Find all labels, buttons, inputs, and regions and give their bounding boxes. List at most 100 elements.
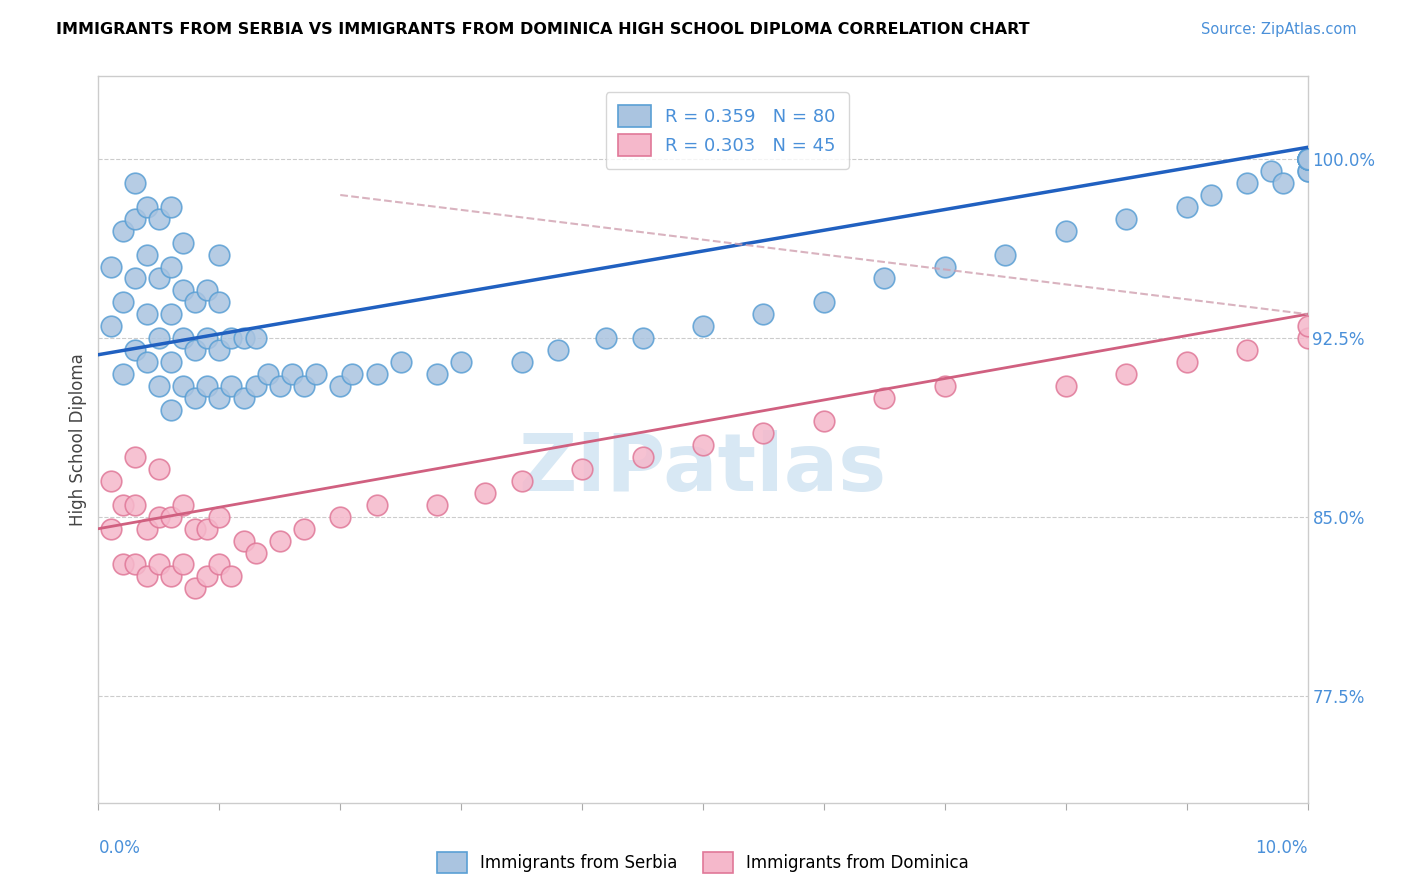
Legend: Immigrants from Serbia, Immigrants from Dominica: Immigrants from Serbia, Immigrants from … bbox=[430, 846, 976, 880]
Legend: R = 0.359   N = 80, R = 0.303   N = 45: R = 0.359 N = 80, R = 0.303 N = 45 bbox=[606, 92, 849, 169]
Point bbox=[135, 355, 157, 369]
Point bbox=[813, 414, 835, 428]
Y-axis label: High School Diploma: High School Diploma bbox=[69, 353, 87, 525]
Point bbox=[474, 486, 496, 500]
Point bbox=[100, 474, 122, 488]
Point bbox=[1296, 153, 1319, 167]
Point bbox=[111, 295, 134, 310]
Point bbox=[994, 247, 1017, 261]
Point bbox=[245, 545, 267, 559]
Point bbox=[426, 498, 449, 512]
Point bbox=[934, 260, 956, 274]
Text: 0.0%: 0.0% bbox=[98, 838, 141, 856]
Point bbox=[172, 378, 194, 392]
Point bbox=[292, 522, 315, 536]
Point bbox=[1296, 153, 1319, 167]
Point bbox=[148, 509, 170, 524]
Point bbox=[389, 355, 412, 369]
Point bbox=[269, 378, 291, 392]
Point bbox=[1296, 164, 1319, 178]
Point bbox=[221, 331, 243, 345]
Point bbox=[1199, 188, 1222, 202]
Point bbox=[813, 295, 835, 310]
Point bbox=[934, 378, 956, 392]
Point bbox=[135, 247, 157, 261]
Point bbox=[111, 367, 134, 381]
Point bbox=[172, 283, 194, 297]
Point bbox=[111, 498, 134, 512]
Point bbox=[195, 331, 218, 345]
Point bbox=[1296, 331, 1319, 345]
Point bbox=[752, 426, 775, 441]
Point bbox=[221, 569, 243, 583]
Point bbox=[184, 522, 207, 536]
Point bbox=[160, 509, 183, 524]
Point bbox=[160, 307, 183, 321]
Point bbox=[172, 235, 194, 250]
Point bbox=[184, 582, 207, 596]
Point bbox=[1175, 355, 1198, 369]
Text: Source: ZipAtlas.com: Source: ZipAtlas.com bbox=[1201, 22, 1357, 37]
Point bbox=[595, 331, 617, 345]
Point bbox=[148, 558, 170, 572]
Point bbox=[148, 211, 170, 226]
Point bbox=[111, 224, 134, 238]
Point bbox=[1296, 153, 1319, 167]
Point bbox=[172, 498, 194, 512]
Point bbox=[160, 569, 183, 583]
Point bbox=[547, 343, 569, 357]
Point bbox=[329, 378, 352, 392]
Point bbox=[195, 522, 218, 536]
Point bbox=[1260, 164, 1282, 178]
Point bbox=[184, 391, 207, 405]
Point bbox=[208, 295, 231, 310]
Point bbox=[124, 271, 146, 285]
Point bbox=[342, 367, 364, 381]
Point bbox=[184, 295, 207, 310]
Point bbox=[172, 558, 194, 572]
Point bbox=[873, 271, 896, 285]
Point bbox=[184, 343, 207, 357]
Point bbox=[100, 260, 122, 274]
Point bbox=[148, 378, 170, 392]
Point bbox=[148, 271, 170, 285]
Point bbox=[160, 402, 183, 417]
Point bbox=[100, 319, 122, 334]
Point bbox=[160, 355, 183, 369]
Point bbox=[232, 331, 254, 345]
Point bbox=[135, 522, 157, 536]
Point bbox=[292, 378, 315, 392]
Point bbox=[256, 367, 278, 381]
Point bbox=[148, 331, 170, 345]
Point bbox=[269, 533, 291, 548]
Point bbox=[631, 450, 654, 465]
Point bbox=[195, 569, 218, 583]
Point bbox=[366, 498, 388, 512]
Point bbox=[124, 211, 146, 226]
Point bbox=[208, 391, 231, 405]
Point bbox=[329, 509, 352, 524]
Point bbox=[1296, 153, 1319, 167]
Point bbox=[1115, 367, 1137, 381]
Point bbox=[124, 498, 146, 512]
Point bbox=[1296, 164, 1319, 178]
Point bbox=[135, 307, 157, 321]
Point bbox=[450, 355, 472, 369]
Point bbox=[1272, 176, 1295, 190]
Point bbox=[426, 367, 449, 381]
Point bbox=[1296, 153, 1319, 167]
Point bbox=[172, 331, 194, 345]
Point bbox=[1054, 224, 1077, 238]
Point bbox=[245, 331, 267, 345]
Point bbox=[1236, 343, 1258, 357]
Point bbox=[510, 474, 533, 488]
Point bbox=[1115, 211, 1137, 226]
Point bbox=[124, 176, 146, 190]
Point bbox=[148, 462, 170, 476]
Point bbox=[100, 522, 122, 536]
Point bbox=[160, 200, 183, 214]
Point bbox=[124, 343, 146, 357]
Point bbox=[366, 367, 388, 381]
Point bbox=[1296, 319, 1319, 334]
Point bbox=[873, 391, 896, 405]
